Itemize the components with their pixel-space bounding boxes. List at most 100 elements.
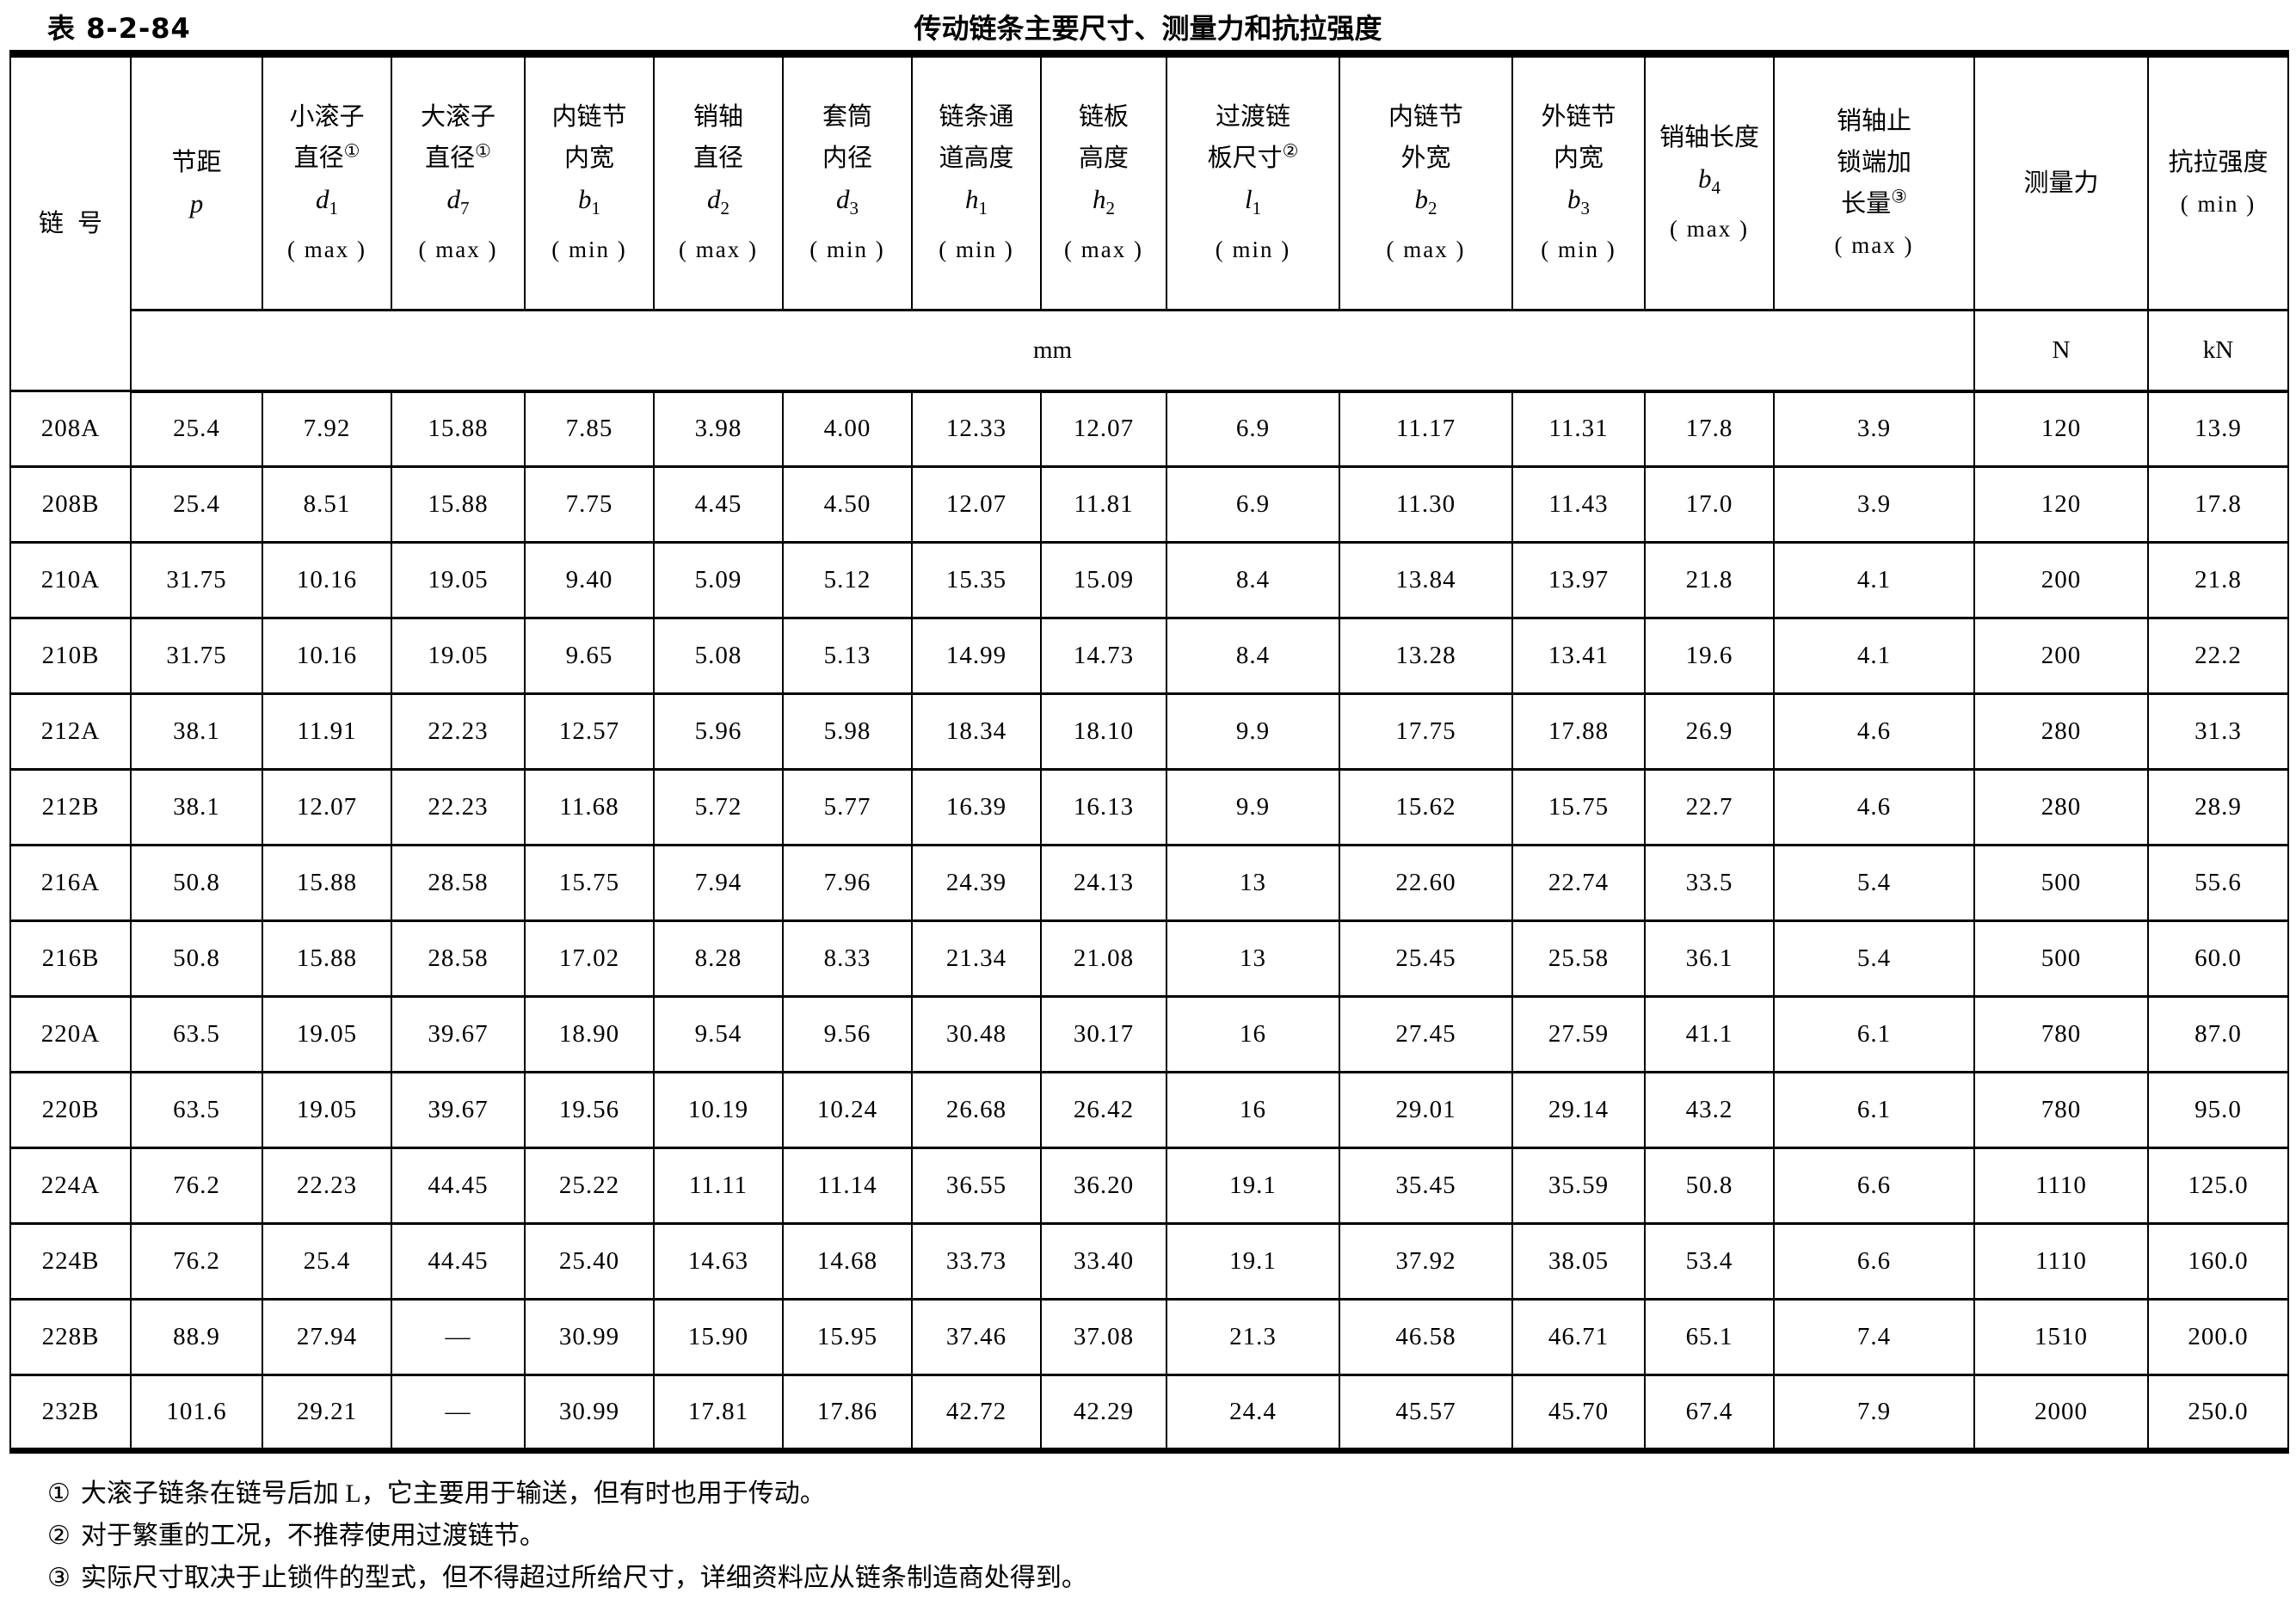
value-cell: 65.1 (1644, 1298, 1775, 1376)
value-cell: 4.00 (782, 390, 913, 468)
header-row: 链号 节距 p 小滚子 直径① d1 ( max ) 大滚子 直径① d7 ( … (9, 52, 2289, 392)
value-cell: 7.9 (1773, 1374, 1975, 1452)
value-cell: 10.16 (262, 541, 392, 619)
value-cell: 9.40 (524, 541, 655, 619)
value-cell: 500 (1973, 919, 2149, 998)
value-cell: 7.96 (782, 844, 913, 922)
value-cell: 36.55 (911, 1147, 1042, 1225)
header-line: 销轴止 (1836, 108, 1911, 135)
table-row: 216A 50.8 15.88 28.58 15.75 7.94 7.96 24.39 24.1… (9, 844, 2289, 922)
value-cell: 5.96 (653, 692, 784, 771)
header-line: 直径① (264, 138, 390, 179)
header-line: 销轴 (692, 102, 743, 131)
table-row: 208B 25.4 8.51 15.88 7.75 4.45 4.50 12.07 11.81 6… (9, 465, 2289, 544)
header-line: 直径① (393, 138, 523, 179)
value-cell: 16 (1166, 1071, 1340, 1149)
symbol-subscript: 2 (1428, 198, 1437, 219)
value-cell: 14.68 (782, 1222, 913, 1301)
header-line: 内宽 (563, 144, 614, 172)
col-header-label: 链号 (38, 210, 116, 237)
header-line: 道高度 (939, 144, 1014, 172)
header-line: 内链节 (1388, 102, 1463, 131)
header-line: 小滚子 (289, 102, 365, 131)
value-cell: 13.41 (1511, 617, 1646, 695)
value-cell: 4.45 (653, 465, 784, 544)
chain-number-cell: 232B (9, 1374, 132, 1452)
table-number: 表 8-2-84 (47, 12, 191, 45)
value-cell: 36.20 (1040, 1147, 1167, 1225)
table-header: 链号 节距 p 小滚子 直径① d1 ( max ) 大滚子 直径① d7 ( … (9, 52, 2289, 393)
value-cell: 780 (1973, 1071, 2149, 1149)
value-cell: 15.88 (391, 390, 526, 468)
footnote: ① 大滚子链条在链号后加 L，它主要用于输送，但有时也用于传动。 (47, 1473, 2250, 1515)
header-qualifier: ( max ) (1386, 237, 1466, 263)
value-cell: 19.56 (524, 1071, 655, 1149)
symbol-subscript: 1 (1252, 198, 1262, 219)
value-cell: 17.81 (653, 1374, 784, 1452)
header-qualifier: ( max ) (1834, 232, 1914, 258)
value-cell: 11.11 (653, 1147, 784, 1225)
value-cell: 45.57 (1339, 1374, 1513, 1452)
value-cell: 25.40 (524, 1222, 655, 1301)
value-cell: 22.74 (1511, 844, 1646, 922)
table-row: 212B 38.1 12.07 22.23 11.68 5.72 5.77 16.39 16.1… (9, 768, 2289, 846)
value-cell: — (391, 1298, 526, 1376)
header-qualifier: ( max ) (418, 237, 498, 263)
value-cell: 280 (1973, 768, 2149, 846)
chain-number-cell: 216A (9, 844, 132, 922)
value-cell: 26.42 (1040, 1071, 1167, 1149)
header-text: 直径 (293, 144, 344, 172)
header-qualifier: ( min ) (2180, 191, 2256, 217)
value-cell: 16.39 (911, 768, 1042, 846)
value-cell: 500 (1973, 844, 2149, 922)
units-row: mm N kN (10, 309, 2289, 393)
value-cell: 101.6 (130, 1374, 263, 1452)
value-cell: 21.08 (1040, 919, 1167, 998)
footnote-mark: ① (47, 1479, 71, 1508)
value-cell: 37.46 (911, 1298, 1042, 1376)
col-header-pin-length: 销轴长度 b4 ( max ) (1644, 52, 1775, 311)
value-cell: 25.58 (1511, 919, 1646, 998)
symbol-letter: d (836, 183, 850, 214)
value-cell: 39.67 (391, 995, 526, 1073)
value-cell: 15.90 (653, 1298, 784, 1376)
symbol-subscript: 7 (460, 198, 470, 219)
value-cell: 6.1 (1773, 1071, 1975, 1149)
value-cell: 13.84 (1339, 541, 1513, 619)
unit-kilonewton: kN (2147, 309, 2289, 393)
col-header-outer-link-inner-width: 外链节 内宽 b3 ( min ) (1511, 52, 1646, 311)
value-cell: 11.91 (262, 692, 392, 771)
value-cell: 42.72 (911, 1374, 1042, 1452)
value-cell: 25.22 (524, 1147, 655, 1225)
value-cell: 27.59 (1511, 995, 1646, 1073)
value-cell: 22.23 (262, 1147, 392, 1225)
header-symbol: d2 (656, 179, 781, 229)
header-qualifier: ( max ) (679, 237, 758, 263)
value-cell: 1110 (1973, 1222, 2149, 1301)
value-cell: 67.4 (1644, 1374, 1775, 1452)
header-line: 长量③ (1776, 183, 1973, 224)
value-cell: 10.19 (653, 1071, 784, 1149)
value-cell: 17.75 (1339, 692, 1513, 771)
footnotes-block: ① 大滚子链条在链号后加 L，它主要用于输送，但有时也用于传动。 ② 对于繁重的工况… (47, 1473, 2250, 1599)
value-cell: 15.62 (1339, 768, 1513, 846)
header-line: 锁端加 (1836, 149, 1911, 176)
value-cell: 33.40 (1040, 1222, 1167, 1301)
symbol-subscript: 3 (1580, 198, 1591, 219)
header-symbol: b4 (1647, 158, 1772, 208)
page-title: 传动链条主要尺寸、测量力和抗拉强度 (914, 12, 1382, 45)
value-cell: 22.23 (391, 692, 526, 771)
footnote-mark: ③ (1891, 186, 1907, 207)
footnote: ③ 实际尺寸取决于止锁件的型式，但不得超过所给尺寸，详细资料应从链条制造商处得到。 (47, 1557, 2250, 1599)
value-cell: 3.9 (1773, 465, 1975, 544)
header-symbol: h1 (914, 179, 1039, 229)
value-cell: 24.39 (911, 844, 1042, 922)
value-cell: 27.94 (262, 1298, 392, 1376)
footnote-mark: ② (1282, 140, 1299, 162)
chain-number-cell: 216B (9, 919, 132, 998)
symbol-subscript: 3 (849, 198, 859, 219)
col-header-bushing-bore: 套筒 内径 d3 ( min ) (782, 52, 913, 311)
value-cell: 39.67 (391, 1071, 526, 1149)
value-cell: 11.68 (524, 768, 655, 846)
value-cell: 6.9 (1166, 465, 1340, 544)
